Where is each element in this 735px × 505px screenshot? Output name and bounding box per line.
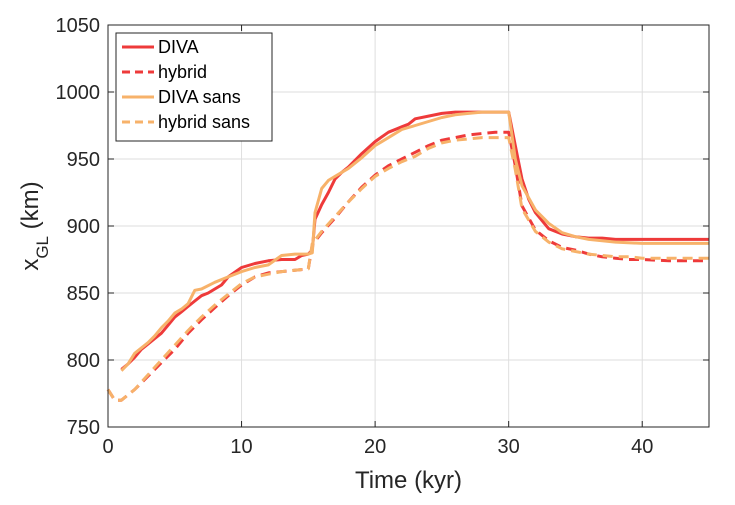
y-tick-label: 950 xyxy=(67,149,100,171)
y-tick-label: 900 xyxy=(67,216,100,238)
x-tick-label: 10 xyxy=(230,436,252,458)
y-axis-label-main: x xyxy=(17,259,44,271)
y-ticks: 750 800 850 900 950 1000 1050 xyxy=(56,15,709,439)
legend-label: DIVA xyxy=(158,37,199,57)
y-tick-label: 800 xyxy=(67,350,100,372)
legend-label: DIVA sans xyxy=(158,87,241,107)
y-tick-label: 750 xyxy=(67,417,100,439)
y-tick-label: 1000 xyxy=(56,82,101,104)
y-tick-label: 850 xyxy=(67,283,100,305)
x-tick-label: 20 xyxy=(364,436,386,458)
series-layer xyxy=(106,110,709,402)
y-axis-label-sub: GL xyxy=(33,236,52,259)
series-line-diva-sans xyxy=(120,110,709,372)
legend: DIVA hybrid DIVA sans hybrid sans xyxy=(115,32,273,142)
series-line-hybrid-sans xyxy=(106,136,709,402)
y-tick-label: 1050 xyxy=(56,15,101,37)
x-ticks: 0 10 20 30 40 xyxy=(102,25,653,458)
x-axis-label: Time (kyr) xyxy=(355,467,462,494)
x-tick-label: 0 xyxy=(102,436,113,458)
legend-label: hybrid xyxy=(158,62,207,82)
x-tick-label: 30 xyxy=(498,436,520,458)
y-axis-label: xGL (km) xyxy=(17,181,52,270)
legend-label: hybrid sans xyxy=(158,112,250,132)
y-axis-label-suffix: (km) xyxy=(17,181,44,236)
x-tick-label: 40 xyxy=(631,436,653,458)
series-line-hybrid xyxy=(106,130,709,402)
